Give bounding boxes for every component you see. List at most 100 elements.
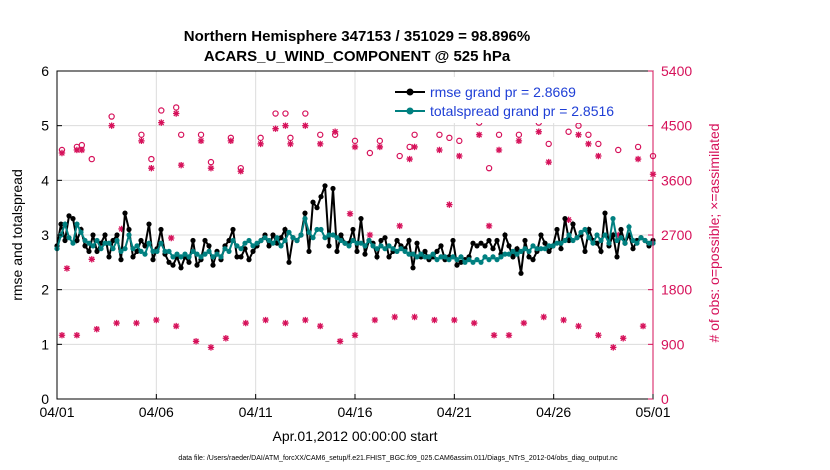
- obs-assimilated-point: [575, 131, 582, 138]
- obs-assimilated-point: [535, 128, 542, 135]
- rmse-point: [158, 226, 164, 233]
- rmse-point: [494, 237, 500, 244]
- rmse-point: [506, 243, 512, 249]
- rmse-point: [246, 257, 252, 263]
- rmse-point: [166, 259, 172, 265]
- totalspread-point: [122, 246, 128, 252]
- totalspread-point: [222, 246, 228, 252]
- obs-assimilated-point: [222, 335, 230, 342]
- totalspread-point: [422, 254, 428, 260]
- rmse-point: [318, 194, 324, 200]
- totalspread-point: [570, 237, 576, 244]
- obs-assimilated-point: [565, 216, 572, 224]
- obs-possible-point: [585, 131, 592, 138]
- x-tick-label: 04/16: [337, 404, 372, 420]
- totalspread-point: [634, 240, 640, 246]
- totalspread-point: [618, 235, 624, 241]
- totalspread-point: [446, 257, 452, 263]
- obs-count-markers: [58, 104, 657, 351]
- obs-assimilated-point: [639, 322, 647, 330]
- obs-assimilated-point: [336, 338, 344, 345]
- totalspread-point: [210, 254, 216, 260]
- y-axis-label-right: # of obs: o=possible; ×=assimilated: [706, 123, 722, 342]
- totalspread-point: [134, 243, 140, 249]
- totalspread-point: [398, 246, 404, 252]
- rmse-point: [126, 226, 132, 233]
- rmse-point: [382, 235, 388, 241]
- obs-possible-point: [366, 149, 374, 157]
- obs-assimilated-point: [173, 110, 180, 117]
- y-left-tick-label: 3: [41, 227, 49, 243]
- rmse-point: [394, 237, 400, 244]
- totalspread-point: [106, 240, 112, 246]
- rmse-point: [470, 240, 476, 246]
- obs-assimilated-point: [346, 210, 354, 217]
- obs-assimilated-point: [331, 128, 339, 135]
- series-lines: [54, 183, 656, 276]
- totalspread-point: [518, 248, 524, 254]
- obs-assimilated-point: [262, 316, 269, 324]
- obs-assimilated-point: [173, 322, 180, 330]
- totalspread-point: [274, 235, 280, 241]
- totalspread-point: [366, 237, 372, 244]
- totalspread-point: [326, 232, 332, 238]
- rmse-point: [106, 254, 112, 260]
- rmse-point: [266, 243, 272, 249]
- rmse-point: [110, 237, 116, 244]
- rmse-point: [422, 248, 428, 254]
- rmse-point: [518, 270, 524, 276]
- obs-assimilated-point: [272, 125, 279, 132]
- totalspread-point: [258, 237, 264, 244]
- obs-assimilated-point: [118, 225, 125, 233]
- rmse-point: [330, 185, 336, 192]
- totalspread-point: [454, 257, 460, 263]
- totalspread-point: [598, 237, 604, 244]
- obs-possible-point: [545, 140, 552, 148]
- rmse-point: [134, 248, 140, 254]
- obs-possible-point: [396, 152, 403, 160]
- totalspread-point: [394, 248, 400, 254]
- obs-possible-point: [302, 110, 309, 117]
- obs-assimilated-point: [620, 335, 627, 342]
- y-left-tick-label: 0: [41, 391, 49, 407]
- obs-assimilated-point: [78, 146, 86, 154]
- totalspread-point: [346, 243, 352, 249]
- obs-assimilated-point: [207, 164, 215, 172]
- rmse-point: [230, 226, 236, 233]
- totalspread-point: [426, 254, 432, 260]
- totalspread-point: [334, 235, 340, 241]
- rmse-point: [210, 262, 216, 268]
- obs-assimilated-point: [610, 344, 617, 351]
- x-axis-label: Apr.01,2012 00:00:00 start: [272, 428, 437, 444]
- rmse-point: [122, 210, 128, 216]
- obs-assimilated-point: [545, 158, 552, 166]
- totalspread-point: [482, 254, 488, 260]
- x-tick-label: 04/26: [536, 404, 571, 420]
- obs-possible-point: [436, 131, 443, 138]
- totalspread-point: [182, 251, 188, 257]
- obs-possible-point: [495, 131, 503, 138]
- totalspread-point: [102, 240, 108, 246]
- rmse-point: [70, 216, 76, 222]
- totalspread-point: [610, 216, 616, 222]
- rmse-point: [62, 237, 68, 244]
- rmse-point: [562, 216, 568, 222]
- totalspread-point: [542, 246, 548, 252]
- rmse-point: [482, 243, 488, 249]
- obs-possible-point: [376, 137, 384, 145]
- totalspread-point: [158, 240, 164, 246]
- rmse-point: [474, 243, 480, 249]
- obs-assimilated-point: [317, 140, 324, 148]
- x-tick-label: 05/01: [635, 404, 670, 420]
- obs-assimilated-point: [446, 201, 453, 208]
- obs-assimilated-point: [63, 265, 71, 272]
- totalspread-point: [450, 254, 456, 260]
- rmse-point: [334, 248, 340, 254]
- totalspread-point: [150, 248, 156, 254]
- obs-possible-point: [575, 122, 582, 129]
- y-axis-label-left: rmse and totalspread: [9, 169, 25, 301]
- totalspread-point: [466, 257, 472, 263]
- totalspread-point: [214, 251, 220, 257]
- obs-possible-point: [595, 140, 602, 148]
- rmse-point: [546, 248, 552, 254]
